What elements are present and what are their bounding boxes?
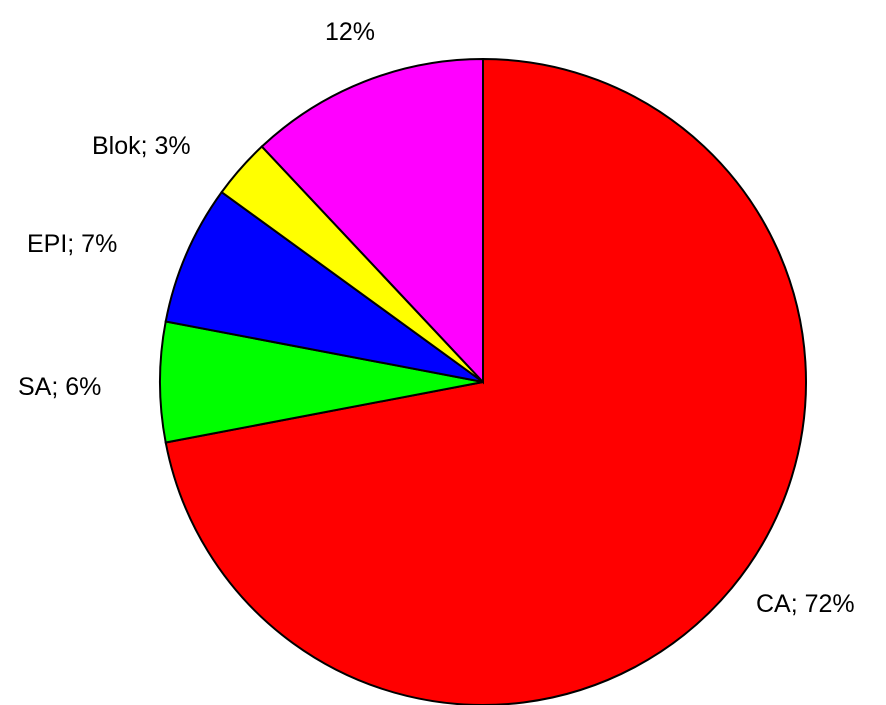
slice-label-epi: EPI; 7% <box>27 230 117 258</box>
slice-label-other: 12% <box>325 18 375 46</box>
pie-slice-other <box>260 57 484 385</box>
pie-slice-sa <box>159 320 484 444</box>
pie-slice-ca <box>164 57 807 705</box>
pie-slices <box>159 57 807 705</box>
slice-label-ca: CA; 72% <box>756 590 855 618</box>
pie-slice-epi <box>164 190 484 383</box>
slice-label-blok: Blok; 3% <box>92 132 191 160</box>
pie-labels: CA; 72% SA; 6% EPI; 7% Blok; 3% 12% <box>18 18 855 618</box>
slice-label-sa: SA; 6% <box>18 373 101 401</box>
